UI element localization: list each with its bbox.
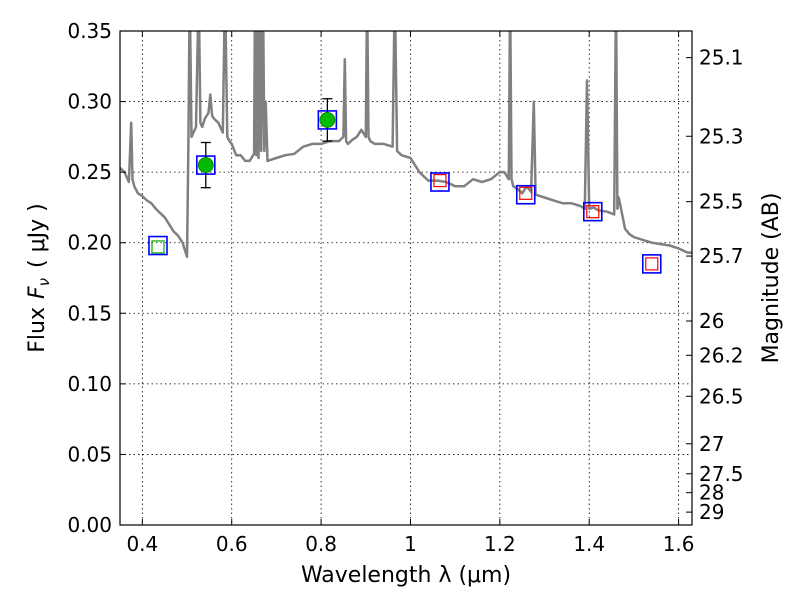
y2-tick-label: 28	[699, 481, 724, 505]
x-tick-label: 1	[404, 532, 417, 556]
y-tick-label: 0.05	[67, 442, 112, 466]
series-layer	[120, 31, 692, 259]
x-tick-label: 1.2	[484, 532, 516, 556]
y-axis-title-unit: ( μJy )	[25, 203, 50, 268]
y-axis-title-nu: ν	[35, 278, 53, 286]
y-tick-label: 0.35	[67, 19, 112, 43]
markers-layer	[148, 98, 662, 274]
y-tick-label: 0.25	[67, 160, 112, 184]
model-photometry-marker	[148, 235, 168, 256]
y2-tick-label: 27	[699, 432, 724, 456]
detection-point	[319, 112, 336, 128]
x-tick-label: 0.6	[216, 532, 248, 556]
upper-limit-marker	[586, 205, 600, 219]
sed-model-line	[120, 31, 692, 259]
x-tick-label: 0.8	[305, 532, 337, 556]
y-tick-label: 0.20	[67, 231, 112, 255]
x-axis: 0.4 0.6 0.8 1 1.2 1.4 1.6	[126, 31, 695, 556]
y2-tick-label: 27.5	[699, 462, 744, 486]
upper-limit-marker	[519, 186, 533, 200]
y2-tick-label: 25.7	[699, 244, 744, 268]
x-tick-label: 1.6	[663, 532, 695, 556]
plot-frame	[119, 30, 693, 526]
x-tick-label: 0.4	[126, 532, 158, 556]
y-tick-label: 0.30	[67, 90, 112, 114]
y2-tick-label: 25.1	[699, 46, 744, 70]
x-axis-title: Wavelength λ (μm)	[301, 563, 511, 588]
model-photometry-marker	[515, 184, 536, 205]
plot-area	[120, 31, 692, 259]
y-axis-title: Flux Fν ( μJy )	[25, 203, 53, 352]
y2-tick-label: 26.2	[699, 343, 744, 367]
grid-lines	[120, 31, 692, 525]
upper-limit-marker	[151, 240, 165, 254]
y-tick-label: 0.15	[67, 301, 112, 325]
y-axis-title-flux: Flux	[25, 307, 50, 353]
upper-limit-marker	[433, 174, 447, 188]
y2-tick-label: 25.5	[699, 190, 744, 214]
y2-tick-label: 26.5	[699, 384, 744, 408]
y-axis-title-fnu: F	[25, 286, 50, 299]
detection-point	[197, 157, 214, 173]
upper-limit-marker	[645, 257, 659, 271]
y2-tick-label: 29	[699, 500, 724, 524]
y2-tick-label: 25.3	[699, 124, 744, 148]
y2-tick-label: 26	[699, 309, 724, 333]
model-photometry-marker	[582, 201, 603, 222]
y-axis-left: 0.00 0.05 0.10 0.15 0.20 0.25 0.30 0.35	[67, 19, 126, 537]
y-tick-label: 0.10	[67, 372, 112, 396]
model-photometry-marker	[641, 254, 662, 274]
model-photometry-marker	[430, 172, 450, 192]
y-tick-label: 0.00	[67, 513, 112, 537]
x-tick-label: 1.4	[573, 532, 605, 556]
y2-axis-title: Magnitude (AB)	[759, 193, 784, 364]
